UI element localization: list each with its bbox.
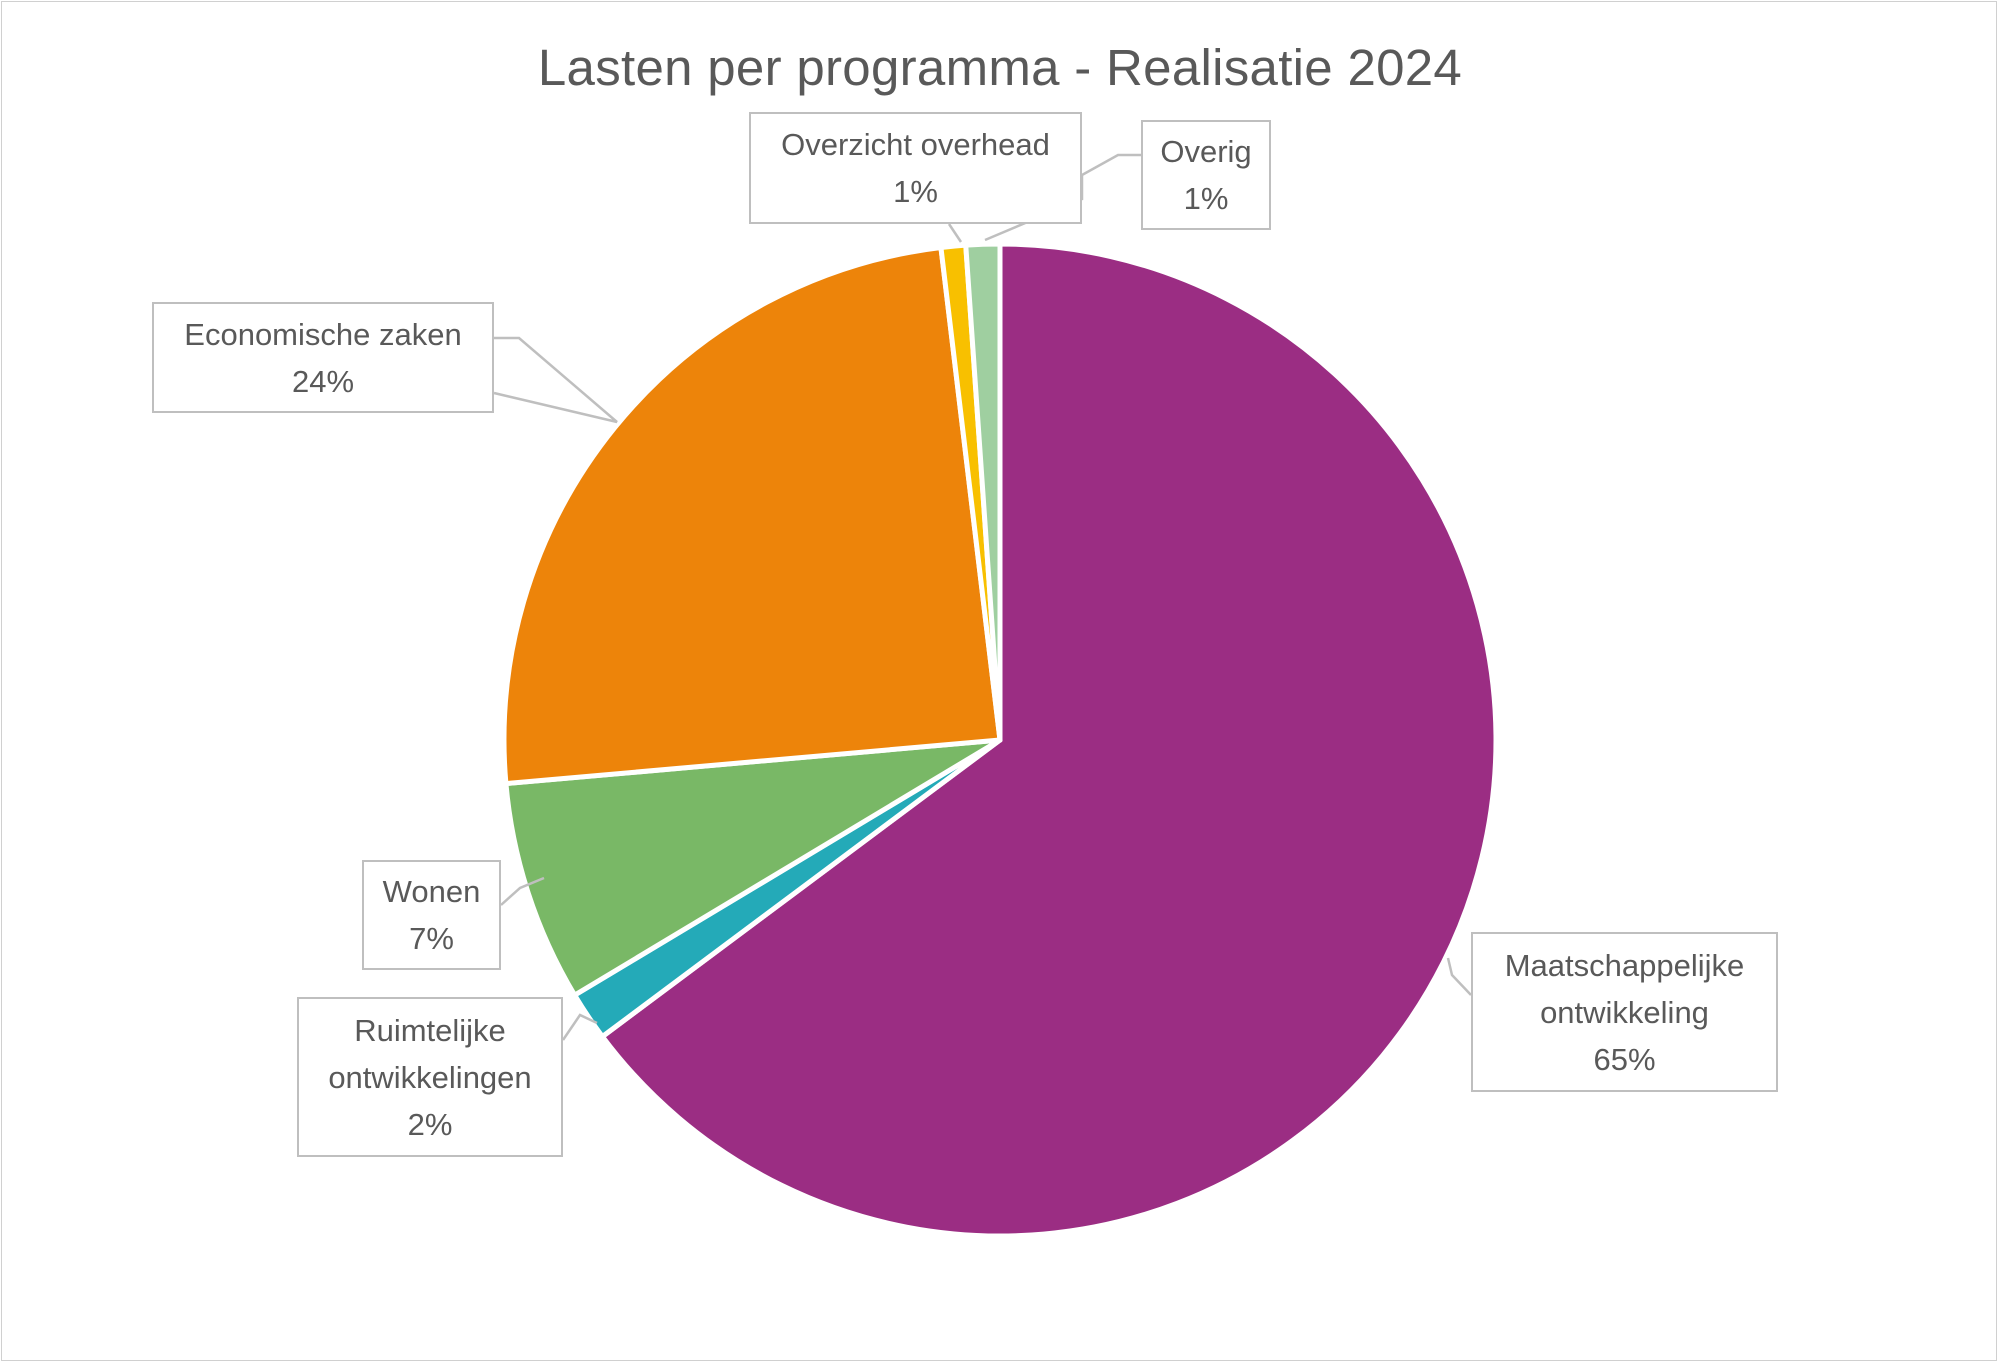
data-label-overig: Overig 1% [1141,120,1271,230]
leader-line-ruimtelijke-ontwikkelingen [561,1013,598,1041]
label-line: Ruimtelijke [354,1012,506,1048]
label-line: ontwikkelingen [328,1059,532,1095]
leader-line-overzicht-overhead [947,223,963,243]
slice-maatschappelijke-ontwikkeling [599,241,1499,1239]
label-percent: 2% [407,1106,453,1142]
label-percent: 1% [893,174,938,209]
label-percent: 65% [1593,1041,1656,1077]
label-line: Overzicht overhead [781,127,1050,162]
label-percent: 24% [291,363,355,399]
data-label-overzicht-overhead: Overzicht overhead 1% [749,112,1082,224]
leader-line-maatschappelijke-ontwikkeling [1446,957,1472,996]
slice-economische-zaken [501,245,1003,787]
label-line: Maatschappelijke [1504,947,1745,983]
label-line: ontwikkeling [1540,994,1709,1030]
label-line: Overig [1160,134,1252,169]
label-percent: 1% [1183,181,1229,216]
slice-overig [963,241,1003,743]
chart-title: Lasten per programma - Realisatie 2024 [537,39,1463,96]
data-label-economische-zaken: Economische zaken 24% [152,302,494,413]
label-line: Wonen [382,874,481,909]
label-line: Economische zaken [184,316,462,352]
leader-line-wonen [500,876,545,906]
label-percent: 7% [409,921,454,956]
data-label-maatschappelijke-ontwikkeling: Maatschappelijke ontwikkeling 65% [1471,932,1778,1092]
data-label-ruimtelijke-ontwikkelingen: Ruimtelijke ontwikkelingen 2% [297,997,563,1157]
data-label-wonen: Wonen 7% [362,860,501,970]
slice-wonen [503,737,1003,998]
leader-line-economische-zaken [493,336,618,424]
